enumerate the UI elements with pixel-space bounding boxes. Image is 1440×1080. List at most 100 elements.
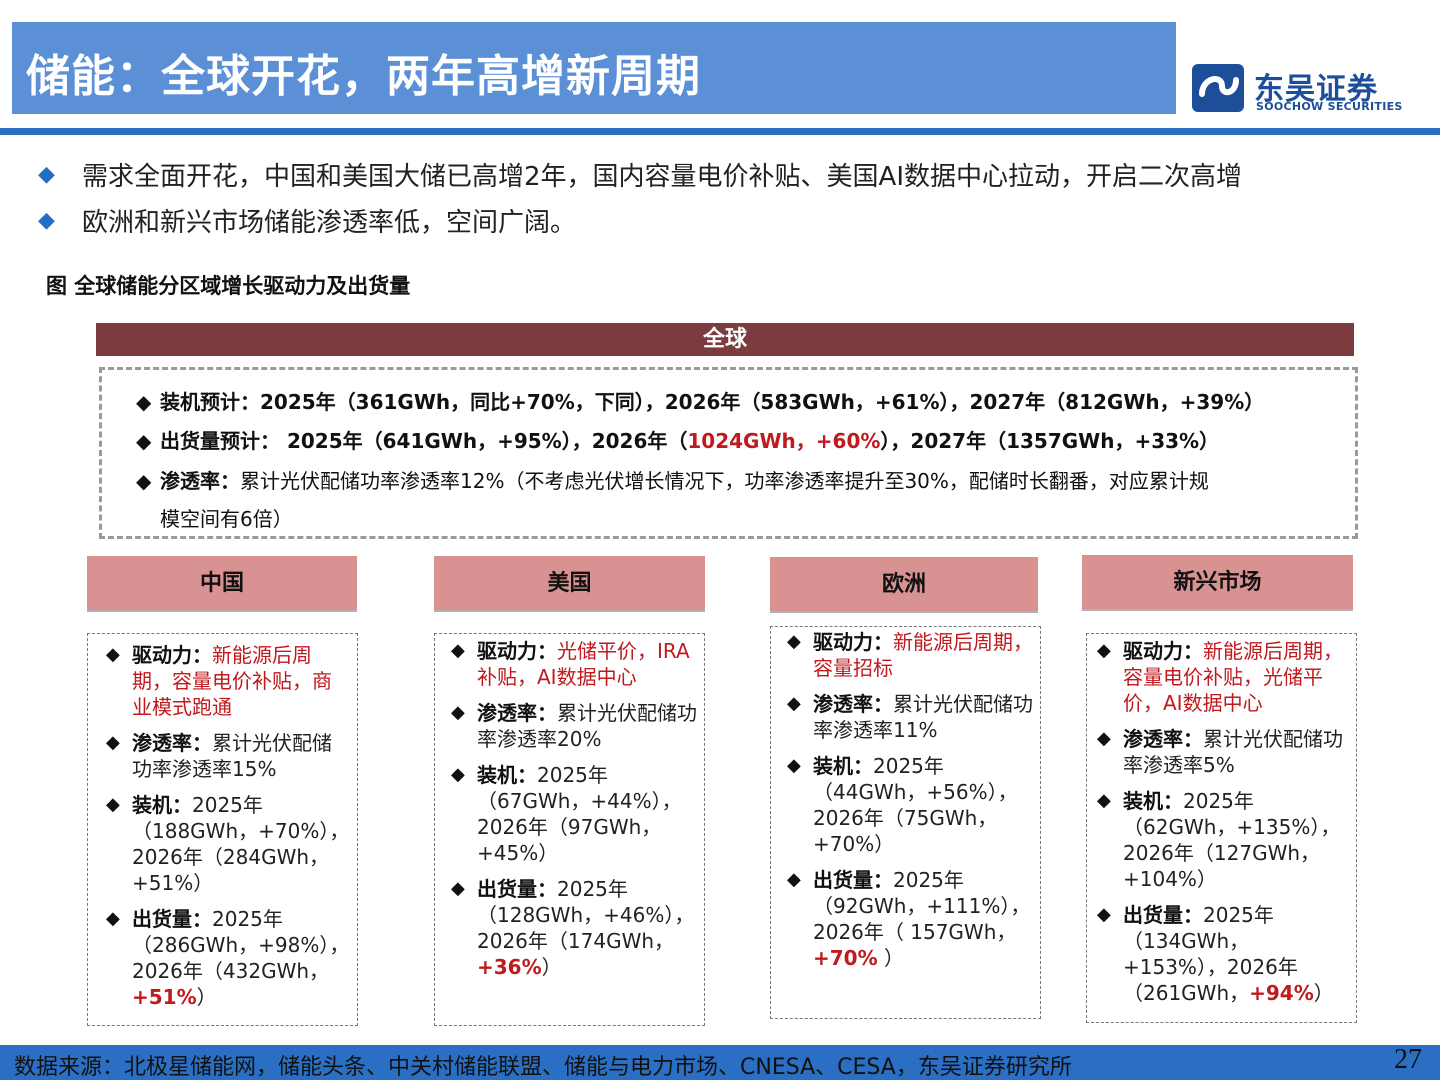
diamond-bullet-icon: ◆ [136, 469, 152, 493]
europe-drive-item: ◆ 驱动力：新能源后周期，容量招标 [787, 629, 1034, 681]
emerging-drive-text: 新能源后周期，容量电价补贴，光储平价，AI数据中心 [1123, 639, 1343, 715]
diamond-bullet-icon: ◆ [1097, 790, 1111, 811]
china-drive-text: 新能源后周期，容量电价补贴，商业模式跑通 [132, 643, 332, 719]
usa-drive-item: ◆ 驱动力：光储平价，IRA补贴，AI数据中心 [451, 638, 698, 690]
emerging-drive-item: ◆ 驱动力：新能源后周期，容量电价补贴，光储平价，AI数据中心 [1097, 638, 1350, 716]
china-pen-text: 累计光伏配储功率渗透率15% [132, 731, 332, 781]
region-header-europe: 欧洲 [770, 557, 1038, 613]
global-pen-label: 渗透率： [160, 469, 240, 493]
soochow-logo-icon [1192, 64, 1244, 112]
europe-pen-item: ◆ 渗透率：累计光伏配储功率渗透率11% [787, 691, 1034, 743]
global-pen-line-2: 模空间有6倍） [160, 507, 293, 531]
europe-ship-end: ） [877, 946, 904, 970]
usa-drive-label: 驱动力： [477, 639, 557, 663]
europe-install-label: 装机： [813, 754, 873, 778]
usa-ship-item: ◆ 出货量：2025年（128GWh，+46%），2026年（174GWh，+36… [451, 876, 698, 980]
diamond-bullet-icon: ◆ [451, 702, 465, 723]
emerging-ship-item: ◆ 出货量：2025年（134GWh，+153%），2026年（261GWh，+9… [1097, 902, 1350, 1006]
global-ship-text-red: 1024GWh，+60% [687, 429, 881, 453]
global-ship-text-b: ），2027年（1357GWh，+33%） [880, 429, 1220, 453]
region-box-china: ◆ 驱动力：新能源后周期，容量电价补贴，商业模式跑通 ◆ 渗透率：累计光伏配储功率渗… [87, 633, 358, 1026]
summary-bullets: ◆ 需求全面开花，中国和美国大储已高增2年，国内容量电价补贴、美国AI数据中心拉… [38, 154, 1418, 246]
usa-ship-red: +36% [477, 955, 542, 979]
region-box-europe: ◆ 驱动力：新能源后周期，容量招标 ◆ 渗透率：累计光伏配储功率渗透率11% ◆ 装机… [770, 626, 1041, 1019]
global-install-line: ◆ 装机预计：2025年（361GWh，同比+70%，下同），2026年（583G… [136, 386, 1264, 415]
europe-ship-label: 出货量： [813, 868, 893, 892]
china-install-label: 装机： [132, 793, 192, 817]
region-header-emerging: 新兴市场 [1082, 555, 1353, 611]
global-header: 全球 [96, 323, 1354, 356]
diamond-bullet-icon: ◆ [136, 390, 152, 414]
logo-chinese-name: 东吴证券 [1254, 72, 1378, 107]
emerging-ship-text: 2025年（134GWh，+153%），2026年（261GWh， [1123, 903, 1298, 1005]
emerging-drive-label: 驱动力： [1123, 639, 1203, 663]
page-number: 27 [1394, 1044, 1422, 1075]
company-logo: 东吴证券 SOOCHOW SECURITIES [1192, 64, 1422, 116]
china-drive-item: ◆ 驱动力：新能源后周期，容量电价补贴，商业模式跑通 [106, 642, 351, 720]
region-box-usa: ◆ 驱动力：光储平价，IRA补贴，AI数据中心 ◆ 渗透率：累计光伏配储功率渗透率2… [434, 633, 705, 1026]
usa-pen-item: ◆ 渗透率：累计光伏配储功率渗透率20% [451, 700, 698, 752]
china-ship-red: +51% [132, 985, 197, 1009]
emerging-ship-end: ） [1313, 981, 1334, 1005]
figure-caption: 图 全球储能分区域增长驱动力及出货量 [46, 274, 411, 298]
emerging-install-label: 装机： [1123, 789, 1183, 813]
data-source: 数据来源：北极星储能网，储能头条、中关村储能联盟、储能与电力市场、CNESA、C… [14, 1055, 1072, 1080]
bullet-text: 需求全面开花，中国和美国大储已高增2年，国内容量电价补贴、美国AI数据中心拉动，… [82, 162, 1242, 192]
diamond-bullet-icon: ◆ [787, 631, 801, 652]
china-ship-end: ） [196, 985, 217, 1009]
global-install-label: 装机预计： [160, 390, 260, 414]
usa-pen-label: 渗透率： [477, 701, 557, 725]
region-header-usa: 美国 [434, 556, 705, 612]
china-drive-label: 驱动力： [132, 643, 212, 667]
global-ship-text-a: 2025年（641GWh，+95%），2026年（ [280, 429, 688, 453]
header-rule [0, 128, 1440, 135]
europe-ship-red: +70% [813, 946, 878, 970]
global-ship-label: 出货量预计： [160, 429, 280, 453]
region-header-china: 中国 [87, 556, 357, 612]
summary-bullet: ◆ 需求全面开花，中国和美国大储已高增2年，国内容量电价补贴、美国AI数据中心拉… [38, 154, 1418, 200]
usa-ship-end: ） [541, 955, 562, 979]
diamond-bullet-icon: ◆ [787, 869, 801, 890]
usa-install-label: 装机： [477, 763, 537, 787]
china-install-item: ◆ 装机：2025年（188GWh，+70%），2026年（284GWh，+51%… [106, 792, 351, 896]
diamond-bullet-icon: ◆ [1097, 904, 1111, 925]
diamond-bullet-icon: ◆ [106, 644, 120, 665]
usa-drive-text: 光储平价，IRA补贴，AI数据中心 [477, 639, 690, 689]
global-install-text: 2025年（361GWh，同比+70%，下同），2026年（583GWh，+61… [260, 390, 1265, 414]
page-title: 储能：全球开花，两年高增新周期 [26, 51, 701, 102]
diamond-bullet-icon: ◆ [451, 640, 465, 661]
europe-ship-text: 2025年（92GWh，+111%），2026年（ 157GWh， [813, 868, 1031, 944]
europe-install-text: 2025年（44GWh，+56%），2026年（75GWh，+70%） [813, 754, 1018, 856]
emerging-ship-red: +94% [1249, 981, 1314, 1005]
europe-drive-label: 驱动力： [813, 630, 893, 654]
europe-pen-text: 累计光伏配储功率渗透率11% [813, 692, 1033, 742]
diamond-bullet-icon: ◆ [106, 908, 120, 929]
diamond-bullet-icon: ◆ [1097, 728, 1111, 749]
emerging-install-item: ◆ 装机：2025年（62GWh，+135%），2026年（127GWh，+104… [1097, 788, 1350, 892]
footer-bar [0, 1045, 1440, 1080]
usa-install-item: ◆ 装机：2025年（67GWh，+44%），2026年（97GWh，+45%） [451, 762, 698, 866]
usa-ship-text: 2025年（128GWh，+46%），2026年（174GWh， [477, 877, 695, 953]
diamond-bullet-icon: ◆ [451, 878, 465, 899]
diamond-bullet-icon: ◆ [106, 732, 120, 753]
region-box-emerging: ◆ 驱动力：新能源后周期，容量电价补贴，光储平价，AI数据中心 ◆ 渗透率：累计光伏… [1086, 633, 1357, 1023]
bullet-text: 欧洲和新兴市场储能渗透率低，空间广阔。 [82, 208, 577, 238]
global-box: ◆ 装机预计：2025年（361GWh，同比+70%，下同），2026年（583G… [99, 367, 1358, 539]
usa-install-text: 2025年（67GWh，+44%），2026年（97GWh，+45%） [477, 763, 682, 865]
logo-english-name: SOOCHOW SECURITIES [1256, 100, 1403, 113]
china-install-text: 2025年（188GWh，+70%），2026年（284GWh，+51%） [132, 793, 350, 895]
europe-drive-text: 新能源后周期， [893, 630, 1033, 654]
summary-bullet: ◆ 欧洲和新兴市场储能渗透率低，空间广阔。 [38, 200, 1418, 246]
diamond-bullet-icon: ◆ [106, 794, 120, 815]
china-pen-label: 渗透率： [132, 731, 212, 755]
diamond-bullet-icon: ◆ [787, 755, 801, 776]
global-pen-text: 累计光伏配储功率渗透率12%（不考虑光伏增长情况下，功率渗透率提升至30%，配储… [240, 469, 1209, 493]
europe-install-item: ◆ 装机：2025年（44GWh，+56%），2026年（75GWh，+70%） [787, 753, 1034, 857]
emerging-pen-label: 渗透率： [1123, 727, 1203, 751]
emerging-ship-label: 出货量： [1123, 903, 1203, 927]
emerging-pen-item: ◆ 渗透率：累计光伏配储功率渗透率5% [1097, 726, 1350, 778]
diamond-bullet-icon: ◆ [38, 162, 55, 187]
emerging-pen-text: 累计光伏配储功率渗透率5% [1123, 727, 1343, 777]
china-pen-item: ◆ 渗透率：累计光伏配储功率渗透率15% [106, 730, 351, 782]
europe-ship-item: ◆ 出货量：2025年（92GWh，+111%），2026年（ 157GWh，+7… [787, 867, 1034, 971]
